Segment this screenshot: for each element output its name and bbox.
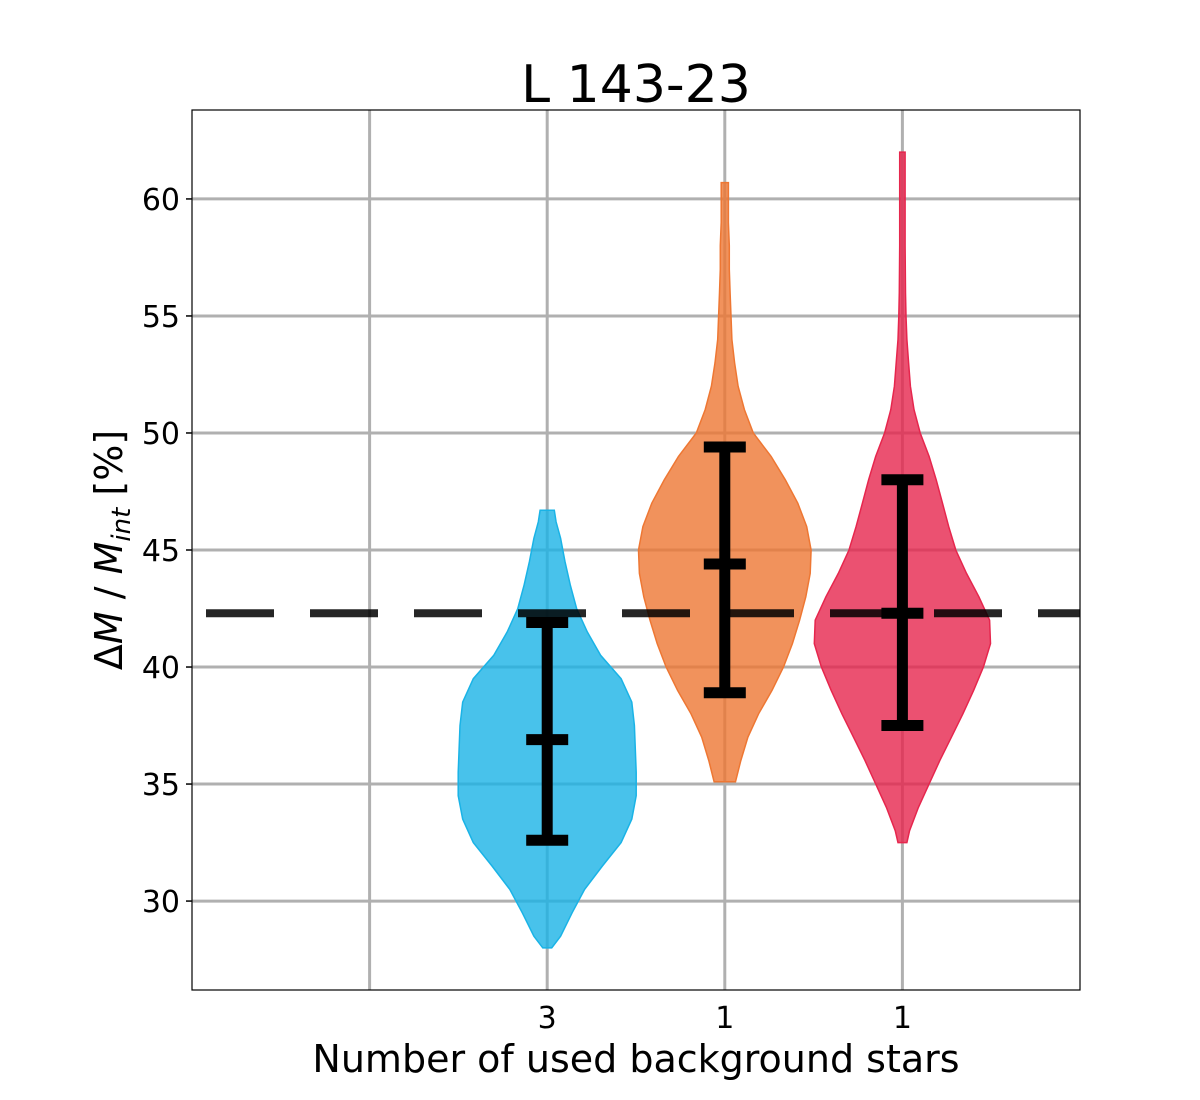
y-tick-label: 45 (142, 534, 180, 569)
x-tick-label: 3 (538, 1001, 557, 1036)
x-tick-labels: 3 1 1 (538, 1001, 912, 1036)
y-tick-labels: 30 35 40 45 50 55 60 (142, 183, 192, 920)
x-tick-label: 1 (893, 1001, 912, 1036)
y-tick-label: 50 (142, 417, 180, 452)
x-axis-label: Number of used background stars (312, 1037, 959, 1081)
x-tick-label: 1 (715, 1001, 734, 1036)
y-label-m-int: M (87, 542, 131, 575)
y-tick-label: 40 (142, 651, 180, 686)
y-label-subscript: int (107, 507, 137, 542)
y-tick-label: 60 (142, 183, 180, 218)
y-label-m: M (87, 611, 131, 644)
y-tick-label: 55 (142, 300, 180, 335)
y-label-delta: Δ (87, 644, 131, 670)
y-axis-label: ΔM / Mint [%] (87, 430, 137, 670)
chart-title: L 143-23 (521, 55, 751, 115)
y-tick-label: 30 (142, 885, 180, 920)
y-label-slash: / (87, 574, 131, 611)
y-label-unit: [%] (87, 430, 131, 508)
error-bar-layer (526, 441, 924, 846)
y-tick-label: 35 (142, 768, 180, 803)
